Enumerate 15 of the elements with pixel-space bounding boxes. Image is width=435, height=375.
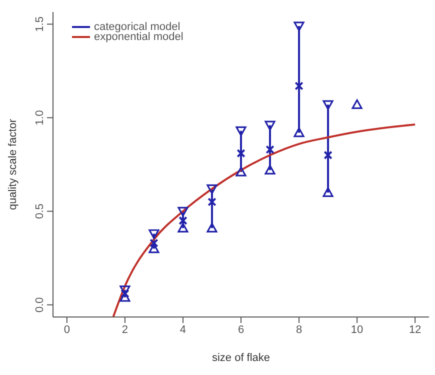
x-axis-title: size of flake: [212, 352, 270, 364]
x-tick-label: 8: [296, 324, 302, 336]
y-axis-title: quality scale factor: [6, 118, 19, 210]
y-tick-label: 0.0: [34, 297, 46, 312]
x-tick-label: 6: [238, 324, 244, 336]
y-tick-label: 1.0: [34, 110, 46, 126]
y-tick-label: 1.5: [34, 16, 46, 32]
y-tick-label: 0.5: [34, 204, 46, 219]
x-tick-label: 10: [350, 324, 364, 336]
x-tick-label: 2: [122, 324, 128, 336]
x-tick-label: 4: [180, 324, 186, 336]
x-tick-label: 0: [64, 324, 70, 336]
legend-label: categorical model: [94, 21, 180, 33]
legend-label: exponential model: [94, 31, 184, 43]
x-tick-label: 12: [408, 324, 422, 336]
